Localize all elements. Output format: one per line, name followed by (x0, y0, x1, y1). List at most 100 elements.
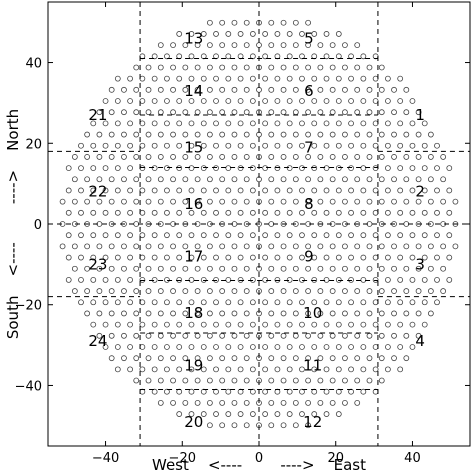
fiber-point (391, 355, 397, 362)
fiber-point (415, 176, 422, 183)
fiber-point (360, 299, 367, 306)
fiber-point (354, 265, 361, 272)
fiber-point (206, 64, 213, 71)
fiber-point (114, 366, 121, 373)
fiber-point (403, 131, 410, 138)
fiber-point (311, 142, 318, 149)
fiber-point (78, 254, 84, 261)
fiber-point (446, 254, 453, 261)
fiber-point (200, 276, 207, 283)
fiber-point (421, 209, 428, 216)
fiber-point (434, 209, 440, 216)
fiber-point (84, 154, 91, 160)
fiber-point (237, 187, 244, 194)
fiber-point (311, 366, 318, 373)
fiber-point (96, 288, 103, 294)
fiber-point (329, 64, 336, 71)
fiber-point (311, 411, 318, 417)
fiber-point (397, 366, 404, 373)
fiber-point (397, 98, 404, 104)
fiber-point (299, 321, 305, 328)
fiber-point (78, 209, 84, 216)
fiber-point (354, 42, 361, 49)
fiber-point (317, 176, 324, 183)
fiber-point (366, 288, 373, 294)
fiber-point (206, 243, 213, 250)
fiber-point (348, 232, 354, 239)
fiber-point (127, 75, 134, 82)
fiber-point (121, 154, 127, 160)
fiber-point (243, 377, 250, 384)
fiber-point (164, 142, 170, 149)
fiber-point (200, 120, 207, 127)
fiber-point (206, 377, 213, 384)
fiber-point (311, 344, 318, 350)
fiber-point (194, 109, 201, 116)
fiber-point (121, 243, 127, 250)
fiber-point (348, 254, 354, 261)
fiber-point (274, 321, 281, 328)
fiber-point (323, 142, 330, 149)
fiber-point (65, 187, 72, 194)
fiber-point (90, 209, 97, 216)
fiber-point (127, 321, 134, 328)
fiber-point (133, 243, 140, 250)
fiber-point (415, 288, 422, 294)
fiber-point (360, 187, 367, 194)
fiber-point (292, 310, 299, 317)
fiber-point (305, 109, 312, 116)
fiber-point (231, 355, 238, 362)
fiber-point (280, 355, 287, 362)
x-tick-label: 20 (327, 451, 344, 466)
fiber-point (280, 109, 287, 116)
fiber-point (206, 176, 213, 183)
fiber-point (372, 366, 379, 373)
fiber-point (274, 187, 281, 194)
fiber-point (286, 31, 293, 37)
fiber-point (225, 366, 232, 373)
fiber-point (78, 276, 84, 283)
fiber-point (360, 209, 367, 216)
fiber-point (286, 232, 293, 239)
fiber-point (182, 243, 189, 250)
fiber-point (329, 310, 336, 317)
fiber-point (384, 366, 391, 373)
fiber-point (311, 98, 318, 104)
fiber-point (225, 411, 232, 417)
fiber-point (354, 198, 361, 205)
fiber-point (268, 131, 275, 138)
fiber-point (366, 86, 373, 93)
fiber-point (397, 209, 404, 216)
fiber-point (268, 310, 275, 317)
fiber-point (348, 276, 354, 283)
fiber-point (219, 64, 226, 71)
fiber-point (188, 142, 195, 149)
fiber-point (200, 98, 207, 104)
fiber-point (65, 165, 72, 172)
fiber-point (243, 243, 250, 250)
fiber-point (206, 86, 213, 93)
fiber-point (151, 276, 158, 283)
fiber-point (329, 109, 336, 116)
fiber-point (329, 399, 336, 406)
fiber-point (280, 243, 287, 250)
fiber-point (59, 243, 66, 250)
fiber-point (403, 265, 410, 272)
region-label: 18 (184, 304, 203, 322)
fiber-point (342, 154, 348, 160)
fiber-point (90, 276, 97, 283)
fiber-point (360, 98, 367, 104)
fiber-point (237, 165, 244, 172)
fiber-point (348, 120, 354, 127)
fiber-point (133, 176, 140, 183)
fiber-point (391, 288, 397, 294)
fiber-point (219, 19, 226, 26)
fiber-point (231, 288, 238, 294)
fiber-point (329, 198, 336, 205)
fiber-point (151, 120, 158, 127)
fiber-point (243, 19, 250, 26)
fiber-point (90, 142, 97, 149)
fiber-point (366, 243, 373, 250)
fiber-point (225, 53, 232, 60)
fiber-point (372, 98, 379, 104)
